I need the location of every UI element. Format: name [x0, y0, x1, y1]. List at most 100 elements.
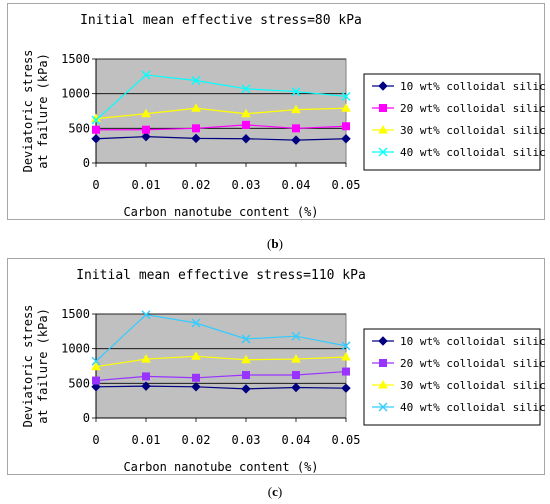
plot-area-c: [95, 313, 347, 419]
data-point-4-b: [241, 84, 251, 94]
caption-c: (c): [267, 484, 283, 499]
y-axis-label-c: Deviatoric stressat failure (kPa): [21, 305, 50, 428]
y-tick-label-b: 1500: [61, 52, 90, 66]
chart-panel-c: Initial mean effective stress=110 kPa 0 50…: [7, 258, 546, 475]
legend-label-1-c: 10 wt% colloidal silica: [400, 335, 546, 348]
series-3-c: [91, 351, 351, 371]
x-tick-label-b: 0.02: [182, 178, 211, 192]
data-point-3-c: [91, 361, 101, 371]
data-point-1-c: [291, 382, 301, 393]
legend-label-4-b: 40 wt% colloidal silica: [400, 146, 546, 159]
legend-c: 10 wt% colloidal silica 20 wt% colloidal …: [363, 328, 546, 426]
series-2-b: [92, 120, 350, 134]
x-tick-label-b: 0: [92, 178, 99, 192]
data-point-2-c: [142, 372, 150, 381]
data-point-2-c: [342, 367, 350, 376]
series-line-1-c: [95, 385, 347, 390]
data-point-3-c: [341, 351, 351, 361]
data-point-4-b: [91, 115, 101, 125]
x-tick-label-c: 0.03: [232, 433, 261, 447]
data-point-4-c: [141, 310, 151, 320]
series-line-4-c: [95, 314, 347, 362]
series-line-2-c: [95, 370, 347, 382]
series-line-3-c: [95, 355, 347, 368]
data-point-1-c: [241, 384, 251, 394]
legend-box-c: [363, 328, 541, 426]
x-tick-label-c: 0.02: [182, 433, 211, 447]
chart-panel-b: Initial mean effective stress=80 kPa 0 500…: [7, 3, 546, 220]
legend-marker-2-b: [379, 104, 387, 112]
series-1-b: [91, 131, 351, 145]
data-point-3-c: [141, 354, 151, 363]
data-point-4-b: [141, 70, 151, 80]
x-axis-label-b: Carbon nanotube content (%): [123, 205, 318, 219]
data-point-1-b: [141, 131, 151, 142]
y-tick-label-b: 0: [83, 156, 90, 170]
data-point-4-c: [341, 341, 351, 351]
data-point-3-b: [141, 108, 151, 118]
legend-box-b: [363, 73, 541, 171]
legend-marker-3-c: [378, 379, 388, 389]
legend-label-2-b: 20 wt% colloidal silica: [400, 102, 546, 115]
series-line-3-b: [95, 107, 347, 120]
legend-marker-2-c: [379, 359, 387, 367]
series-line-4-b: [95, 74, 347, 121]
y-tick-label-c: 500: [68, 376, 90, 390]
y-tick-label-b: 500: [68, 121, 90, 135]
data-point-2-c: [92, 376, 100, 385]
chart-svg-c: Initial mean effective stress=110 kPa 0 50…: [21, 268, 546, 474]
x-tick-label-b: 0.03: [232, 178, 261, 192]
y-tick-label-c: 1000: [61, 342, 90, 356]
data-point-1-b: [191, 133, 201, 144]
x-tick-label-c: 0.05: [332, 433, 361, 447]
data-point-2-b: [342, 122, 350, 131]
data-point-4-b: [341, 91, 351, 101]
series-1-c: [91, 381, 351, 394]
chart-title-c: Initial mean effective stress=110 kPa: [76, 268, 366, 283]
legend-marker-1-c: [378, 336, 388, 346]
chart-title-b: Initial mean effective stress=80 kPa: [80, 13, 362, 28]
caption-c-letter: c: [272, 484, 278, 499]
data-point-2-b: [92, 125, 100, 134]
data-point-1-c: [191, 382, 201, 392]
series-line-1-b: [95, 136, 347, 141]
y-axis-label-b: Deviatoric stressat failure (kPa): [21, 50, 50, 173]
chart-svg-b: Initial mean effective stress=80 kPa 0 500…: [21, 13, 546, 219]
data-point-2-c: [242, 371, 250, 380]
data-point-1-b: [241, 134, 251, 144]
series-4-b: [91, 70, 351, 125]
legend-b: 10 wt% colloidal silica 20 wt% colloidal …: [363, 73, 546, 171]
legend-label-4-c: 40 wt% colloidal silica: [400, 401, 546, 414]
data-point-2-c: [292, 371, 300, 380]
x-tick-label-b: 0.05: [332, 178, 361, 192]
legend-marker-3-b: [378, 124, 388, 134]
caption-b-letter: b: [271, 236, 279, 251]
data-point-4-b: [191, 75, 201, 85]
data-point-1-b: [341, 134, 351, 144]
series-2-c: [92, 367, 350, 385]
data-point-1-b: [291, 135, 301, 145]
series-line-2-b: [96, 124, 347, 131]
x-tick-label-c: 0.04: [282, 433, 311, 447]
y-tick-label-b: 1000: [61, 87, 90, 101]
data-point-4-b: [291, 87, 301, 97]
data-point-2-b: [142, 125, 150, 134]
legend-label-3-c: 30 wt% colloidal silica: [400, 379, 546, 392]
data-point-1-b: [91, 134, 101, 144]
data-point-3-b: [191, 103, 201, 112]
x-tick-label-b: 0.01: [132, 178, 161, 192]
legend-marker-4-b: [378, 147, 388, 157]
x-tick-label-c: 0.01: [132, 433, 161, 447]
data-point-3-c: [191, 351, 201, 360]
data-point-1-c: [91, 382, 101, 392]
legend-marker-1-b: [378, 81, 388, 91]
legend-marker-4-c: [378, 402, 388, 412]
data-point-4-c: [241, 334, 251, 344]
data-point-2-b: [192, 124, 200, 133]
data-point-3-c: [291, 354, 301, 363]
data-point-3-b: [241, 108, 251, 118]
x-tick-label-b: 0.04: [282, 178, 311, 192]
data-point-1-c: [341, 383, 351, 393]
data-point-2-c: [192, 373, 200, 382]
data-point-4-c: [91, 356, 101, 366]
